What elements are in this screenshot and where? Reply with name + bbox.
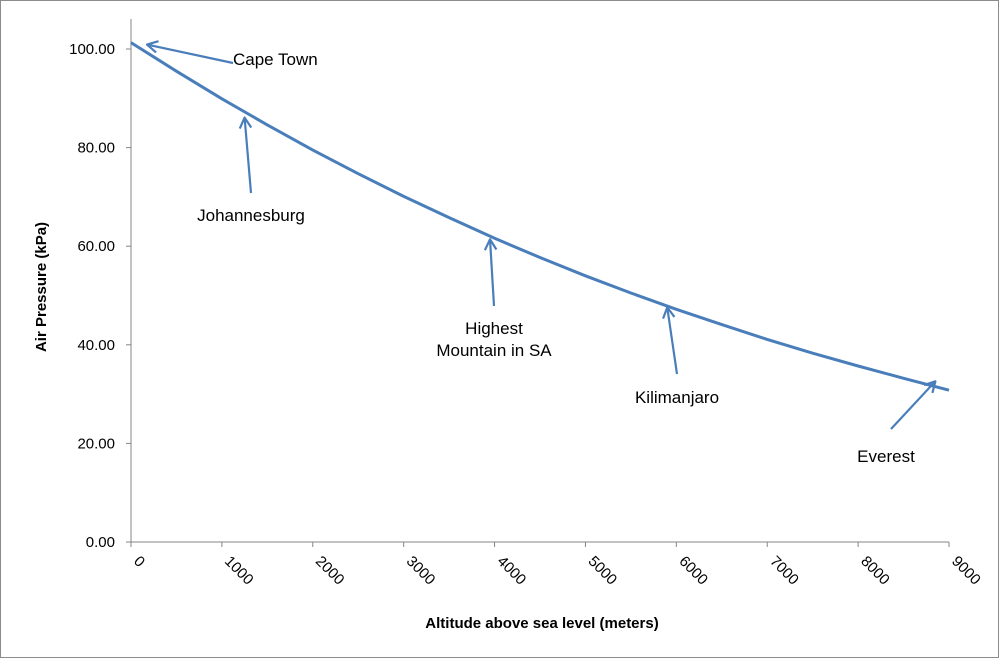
x-tick-label: 3000	[403, 553, 439, 589]
y-tick-label: 100.00	[69, 41, 115, 58]
annotation-arrowhead	[145, 40, 159, 54]
x-tick-label: 8000	[857, 553, 893, 589]
x-tick-label: 7000	[766, 553, 802, 589]
x-tick-label: 5000	[585, 553, 621, 589]
x-tick-label: 9000	[948, 553, 984, 589]
x-axis-title: Altitude above sea level (meters)	[425, 615, 658, 632]
y-tick-label: 40.00	[77, 337, 115, 354]
y-tick-label: 0.00	[86, 534, 115, 551]
annotation-arrowhead	[662, 306, 676, 319]
annotation-label: Cape Town	[233, 50, 318, 69]
annotation-label: Highest	[465, 319, 523, 338]
annotation-arrowhead	[923, 380, 937, 394]
series-layer	[130, 41, 950, 392]
y-axis-title: Air Pressure (kPa)	[33, 222, 50, 352]
annotation-label: Mountain in SA	[436, 341, 552, 360]
x-tick-label: 4000	[494, 553, 530, 589]
annotation-arrow	[666, 307, 679, 375]
axes	[126, 19, 950, 547]
y-tick-labels: 0.00 20.00 40.00 60.00 80.00 100.00	[69, 41, 115, 551]
x-tick-label: 1000	[221, 553, 257, 589]
annotation-arrow	[146, 43, 234, 65]
y-tick-label: 60.00	[77, 238, 115, 255]
annotation-arrowhead	[483, 238, 498, 251]
y-tick-label: 80.00	[77, 140, 115, 157]
x-tick-labels: 0 1000 2000 3000 4000 5000 6000 7000 8000 9000	[130, 553, 984, 589]
series-line	[130, 41, 950, 392]
x-tick-label: 0	[130, 553, 148, 571]
annotation-arrowhead	[238, 116, 253, 129]
y-tick-label: 20.00	[77, 435, 115, 452]
x-tick-label: 2000	[312, 553, 348, 589]
annotation-arrow	[488, 239, 496, 307]
annotation-arrow	[243, 117, 253, 194]
annotation-arrow	[890, 380, 937, 430]
annotations: Cape Town Johannesburg Highest Mountain in …	[145, 40, 937, 466]
x-tick-label: 6000	[676, 553, 712, 589]
annotation-label: Everest	[857, 447, 915, 466]
annotation-label: Johannesburg	[197, 206, 305, 225]
annotation-label: Kilimanjaro	[635, 388, 719, 407]
